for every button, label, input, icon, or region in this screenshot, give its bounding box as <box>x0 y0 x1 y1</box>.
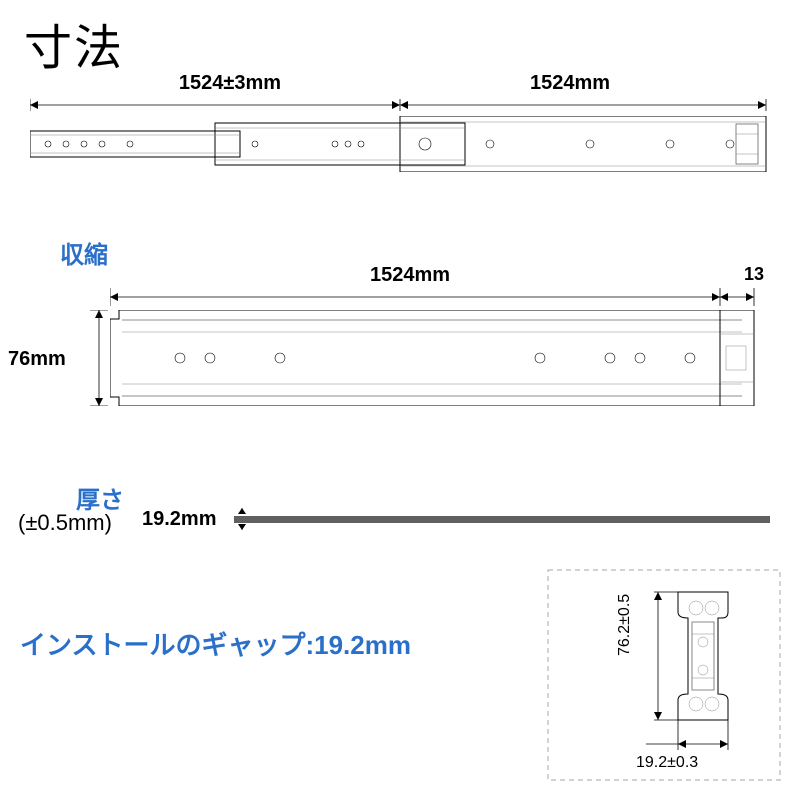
retracted-height-dim <box>90 310 108 406</box>
install-gap-label: インストールのギャップ:19.2mm <box>20 625 411 662</box>
page-title: 寸法 <box>24 8 124 78</box>
extended-dimension-lines <box>30 96 770 114</box>
retracted-dimension-top <box>110 288 782 306</box>
retracted-end-label: 13 <box>744 264 764 285</box>
extended-left-dim-label: 1524±3mm <box>110 72 350 95</box>
retracted-rail-drawing <box>110 310 760 406</box>
profile-cross-section <box>546 568 782 782</box>
extended-rail-drawing <box>30 116 770 172</box>
retracted-height-label: 76mm <box>8 348 66 371</box>
profile-height-label: 76.2±0.5 <box>616 594 634 656</box>
extended-right-dim-label: 1524mm <box>450 72 690 95</box>
retracted-length-label: 1524mm <box>330 264 490 287</box>
retracted-section-label: 収縮 <box>60 235 108 270</box>
thickness-tolerance-label: (±0.5mm) <box>18 510 112 536</box>
thickness-value-label: 19.2mm <box>142 508 217 531</box>
thickness-bar <box>234 516 770 523</box>
profile-width-label: 19.2±0.3 <box>636 754 698 772</box>
